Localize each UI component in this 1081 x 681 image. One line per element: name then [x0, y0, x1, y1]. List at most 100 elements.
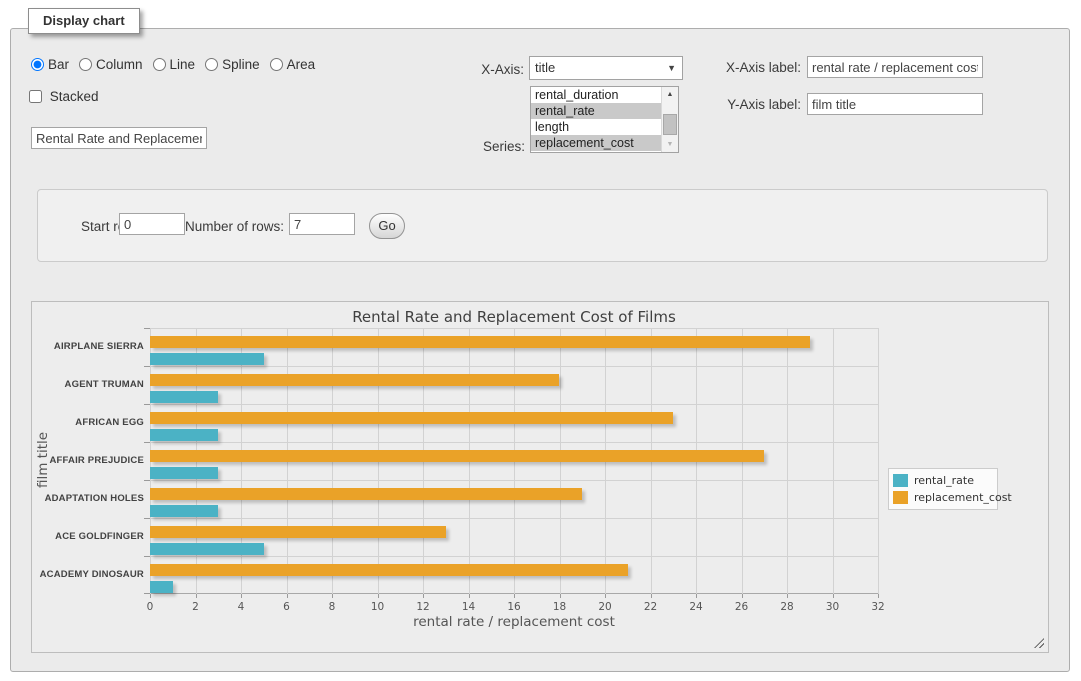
chart-type-radio[interactable] [270, 58, 283, 71]
y-tick-mark [144, 556, 150, 557]
bar-replacement_cost [150, 336, 810, 348]
x-tick-label: 8 [312, 601, 352, 613]
y-tick-label: ACADEMY DINOSAUR [34, 569, 144, 580]
chart-type-radio[interactable] [205, 58, 218, 71]
chart-type-option-area[interactable]: Area [270, 57, 316, 72]
display-chart-fieldset: BarColumnLineSplineArea Stacked X-Axis: … [10, 28, 1070, 672]
gridline-horizontal [150, 442, 878, 443]
y-axis-label-label: Y-Axis label: [701, 97, 801, 112]
y-tick-mark [144, 593, 150, 594]
x-tick-mark [787, 594, 788, 598]
chevron-down-icon: ▼ [667, 57, 676, 80]
chart-title-input[interactable] [31, 127, 207, 149]
x-tick-label: 26 [722, 601, 762, 613]
x-tick-label: 32 [858, 601, 898, 613]
gridline-vertical [787, 328, 788, 594]
bar-rental_rate [150, 429, 218, 441]
x-tick-mark [742, 594, 743, 598]
legend-label: replacement_cost [914, 491, 1012, 504]
chart-type-radio-label: Line [170, 57, 196, 72]
x-tick-mark [332, 594, 333, 598]
x-axis-label-input[interactable] [807, 56, 983, 78]
series-option[interactable]: replacement_cost [531, 135, 661, 151]
legend-row: replacement_cost [893, 489, 993, 506]
gridline-vertical [833, 328, 834, 594]
x-axis-select[interactable]: title ▼ [529, 56, 683, 80]
x-tick-mark [651, 594, 652, 598]
series-multiselect[interactable]: rental_durationrental_ratelengthreplacem… [530, 86, 679, 153]
x-tick-label: 6 [267, 601, 307, 613]
chart-type-option-column[interactable]: Column [79, 57, 143, 72]
go-button[interactable]: Go [369, 213, 405, 239]
chart-type-option-line[interactable]: Line [153, 57, 196, 72]
series-option[interactable]: length [531, 119, 661, 135]
legend-swatch [893, 474, 908, 487]
bar-rental_rate [150, 353, 264, 365]
scroll-up-icon[interactable]: ▲ [662, 87, 678, 102]
num-rows-input[interactable] [289, 213, 355, 235]
x-tick-label: 12 [403, 601, 443, 613]
x-axis-label-label: X-Axis label: [701, 60, 801, 75]
x-tick-mark [560, 594, 561, 598]
y-tick-label: AFFAIR PREJUDICE [34, 455, 144, 466]
bar-rental_rate [150, 581, 173, 593]
resize-handle-icon[interactable] [1034, 638, 1044, 648]
x-tick-label: 28 [767, 601, 807, 613]
legend-row: rental_rate [893, 472, 993, 489]
legend-swatch [893, 491, 908, 504]
y-tick-label: AFRICAN EGG [34, 417, 144, 428]
chart-type-radio[interactable] [31, 58, 44, 71]
scrollbar-thumb[interactable] [663, 114, 677, 135]
scroll-down-icon[interactable]: ▼ [662, 137, 678, 152]
x-tick-label: 4 [221, 601, 261, 613]
chart-type-radio-group: Bar Column Line Spline Area [31, 57, 325, 72]
stacked-checkbox-row: Stacked [29, 89, 99, 104]
y-tick-label: AIRPLANE SIERRA [34, 341, 144, 352]
y-tick-mark [144, 328, 150, 329]
x-tick-label: 22 [631, 601, 671, 613]
series-option[interactable]: rental_rate [531, 103, 661, 119]
gridline-horizontal [150, 518, 878, 519]
x-tick-mark [833, 594, 834, 598]
rows-panel: Start row: Number of rows: Go [37, 189, 1048, 262]
bar-replacement_cost [150, 450, 764, 462]
x-tick-label: 16 [494, 601, 534, 613]
start-row-input[interactable] [119, 213, 185, 235]
scrollbar[interactable]: ▲ ▼ [661, 87, 678, 152]
page: Display chart BarColumnLineSplineArea St… [0, 0, 1081, 681]
x-tick-mark [514, 594, 515, 598]
bar-rental_rate [150, 543, 264, 555]
bar-replacement_cost [150, 526, 446, 538]
x-tick-label: 30 [813, 601, 853, 613]
gridline-vertical [878, 328, 879, 594]
x-tick-mark [241, 594, 242, 598]
chart-title: Rental Rate and Replacement Cost of Film… [150, 308, 878, 326]
stacked-option[interactable]: Stacked [29, 89, 99, 104]
chart-type-radio-label: Bar [48, 57, 69, 72]
bar-rental_rate [150, 505, 218, 517]
y-tick-mark [144, 404, 150, 405]
stacked-checkbox[interactable] [29, 90, 42, 103]
chart-type-radio-label: Spline [222, 57, 260, 72]
chart-type-radio-label: Area [287, 57, 316, 72]
x-tick-label: 20 [585, 601, 625, 613]
y-axis-label-input[interactable] [807, 93, 983, 115]
y-tick-mark [144, 442, 150, 443]
x-tick-mark [378, 594, 379, 598]
x-tick-mark [605, 594, 606, 598]
chart-type-radio[interactable] [79, 58, 92, 71]
chart-type-radio[interactable] [153, 58, 166, 71]
chart-container: Rental Rate and Replacement Cost of Film… [31, 301, 1049, 653]
chart-type-option-bar[interactable]: Bar [31, 57, 69, 72]
series-option[interactable]: rental_duration [531, 87, 661, 103]
x-tick-label: 10 [358, 601, 398, 613]
chart-legend: rental_ratereplacement_cost [888, 468, 998, 510]
x-tick-label: 24 [676, 601, 716, 613]
gridline-horizontal [150, 328, 878, 329]
bar-replacement_cost [150, 564, 628, 576]
x-tick-mark [469, 594, 470, 598]
x-axis-select-label: X-Axis: [441, 62, 524, 77]
chart-type-option-spline[interactable]: Spline [205, 57, 260, 72]
series-select-label: Series: [441, 139, 525, 154]
x-tick-mark [196, 594, 197, 598]
